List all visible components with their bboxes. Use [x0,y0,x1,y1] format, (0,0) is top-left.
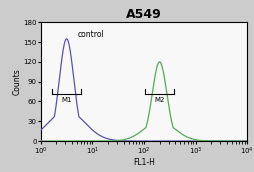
X-axis label: FL1-H: FL1-H [133,158,154,167]
Text: M2: M2 [154,97,164,103]
Title: A549: A549 [126,8,161,21]
Text: M1: M1 [61,97,72,103]
Text: control: control [78,30,104,39]
Y-axis label: Counts: Counts [13,68,22,95]
